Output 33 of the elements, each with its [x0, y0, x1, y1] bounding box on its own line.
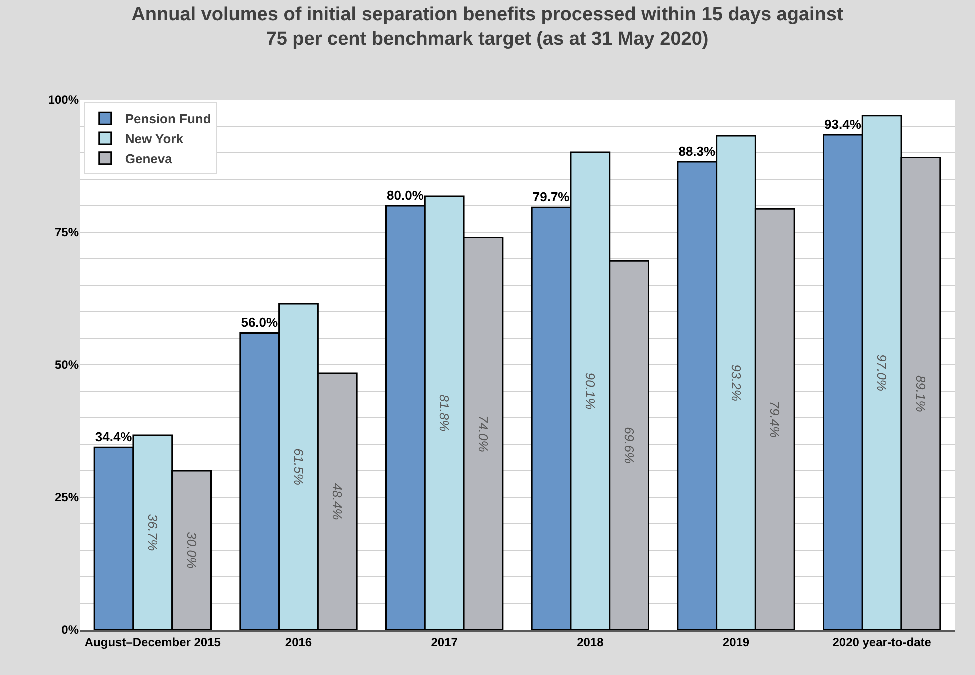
- data-label: 93.2%: [728, 364, 744, 402]
- data-label: 90.1%: [582, 372, 598, 410]
- chart-title: Annual volumes of initial separation benefits processed within 15 days against 75 per cent benchmark target (as at 31 May 2020): [132, 4, 844, 50]
- y-tick-label: 0%: [62, 623, 80, 638]
- y-tick-label: 100%: [48, 93, 80, 108]
- x-tick-label: 2016: [285, 635, 312, 650]
- legend-label: Pension Fund: [125, 112, 212, 127]
- x-tick-label: 2020 year-to-date: [832, 635, 932, 650]
- x-tick-label: 2018: [577, 635, 604, 650]
- data-label: 79.7%: [532, 190, 570, 205]
- data-label: 89.1%: [913, 375, 928, 412]
- data-label: 61.5%: [291, 448, 306, 486]
- x-tick-label: 2017: [431, 635, 458, 650]
- data-label: 93.4%: [824, 116, 862, 132]
- data-label: 80.0%: [387, 188, 424, 203]
- data-label: 34.4%: [95, 430, 133, 445]
- y-tick-label: 50%: [54, 358, 80, 372]
- data-label: 79.4%: [768, 401, 783, 438]
- data-label: 48.4%: [330, 483, 346, 520]
- data-label: 97.0%: [874, 354, 890, 392]
- legend-label: Geneva: [125, 151, 174, 166]
- data-label: 69.6%: [622, 427, 637, 464]
- y-tick-label: 75%: [54, 226, 80, 240]
- data-label: 81.8%: [437, 394, 452, 432]
- x-tick-label: 2019: [722, 635, 750, 650]
- data-label: 74.0%: [476, 415, 491, 452]
- data-label: 56.0%: [241, 315, 279, 330]
- y-tick-label: 25%: [54, 490, 80, 505]
- data-label: 88.3%: [678, 144, 716, 160]
- x-tick-label: August–December 2015: [84, 635, 222, 650]
- legend-label: New York: [125, 132, 184, 147]
- data-label: 36.7%: [145, 514, 160, 552]
- data-label: 30.0%: [184, 532, 200, 569]
